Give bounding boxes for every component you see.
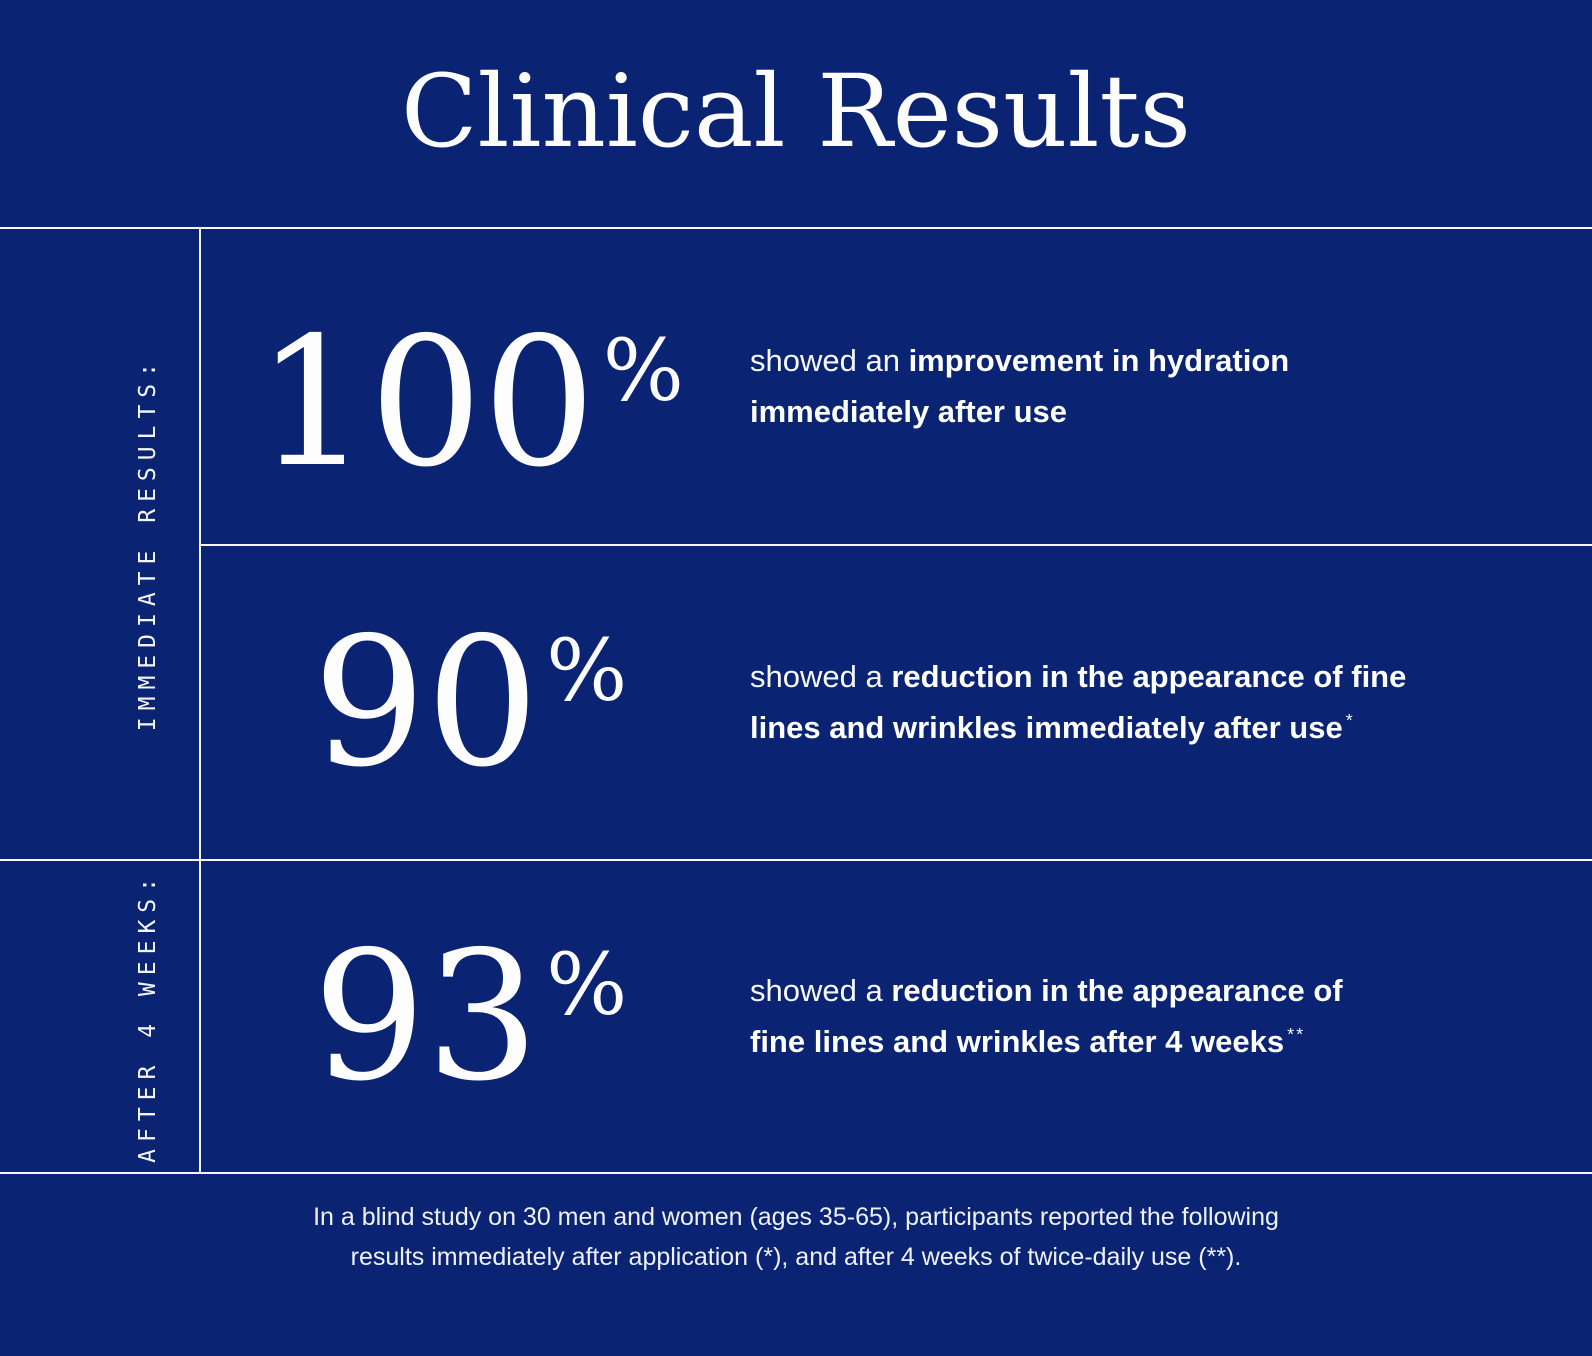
percent-sign: % [546,936,628,1036]
footnote-marker: * [1345,710,1355,731]
section-column-after-4-weeks: AFTER 4 WEEKS: [0,861,200,1172]
study-footnote: In a blind study on 30 men and women (ag… [0,1197,1592,1277]
study-footnote-line-1: In a blind study on 30 men and women (ag… [313,1203,1279,1231]
stat-number: 90 [312,598,540,806]
page-title: Clinical Results [401,53,1191,170]
section-label-immediate-results: IMMEDIATE RESULTS: [134,356,161,732]
divider-below-title [0,227,1592,229]
divider-vertical [199,227,201,1174]
stat-description-hydration: showed an improvement in hydration immed… [740,336,1289,436]
result-row-hydration: 100% showed an improvement in hydration … [200,229,1592,544]
divider-sections [0,859,1592,861]
stat-description-fine-lines-4-weeks: showed a reduction in the appearance of … [740,966,1343,1066]
description-line-1: showed a reduction in the appearance of … [750,659,1407,695]
description-line-2: immediately after use [750,393,1068,429]
percent-sign: % [546,622,628,722]
description-line-1: showed a reduction in the appearance of [750,973,1343,1009]
description-line-2: lines and wrinkles immediately after use… [750,709,1355,745]
result-row-fine-lines-immediate: 90% showed a reduction in the appearance… [200,546,1592,859]
stat-number: 100 [256,298,596,506]
description-line-1: showed an improvement in hydration [750,343,1290,379]
divider-row1-row2 [199,544,1592,546]
stat-description-fine-lines-immediate: showed a reduction in the appearance of … [740,652,1406,752]
percent-sign: % [602,322,684,422]
stat-value-90: 90% [200,613,740,792]
description-line-2: fine lines and wrinkles after 4 weeks ** [750,1023,1306,1059]
footnote-marker: ** [1287,1024,1306,1045]
stat-value-93: 93% [200,927,740,1106]
stat-number: 93 [312,912,540,1120]
study-footnote-line-2: results immediately after application (*… [350,1243,1242,1271]
section-column-immediate-results: IMMEDIATE RESULTS: [0,229,200,859]
result-row-fine-lines-4-weeks: 93% showed a reduction in the appearance… [200,861,1592,1172]
stat-value-100: 100% [200,313,740,492]
divider-above-footer [0,1172,1592,1174]
section-label-after-4-weeks: AFTER 4 WEEKS: [134,870,161,1163]
